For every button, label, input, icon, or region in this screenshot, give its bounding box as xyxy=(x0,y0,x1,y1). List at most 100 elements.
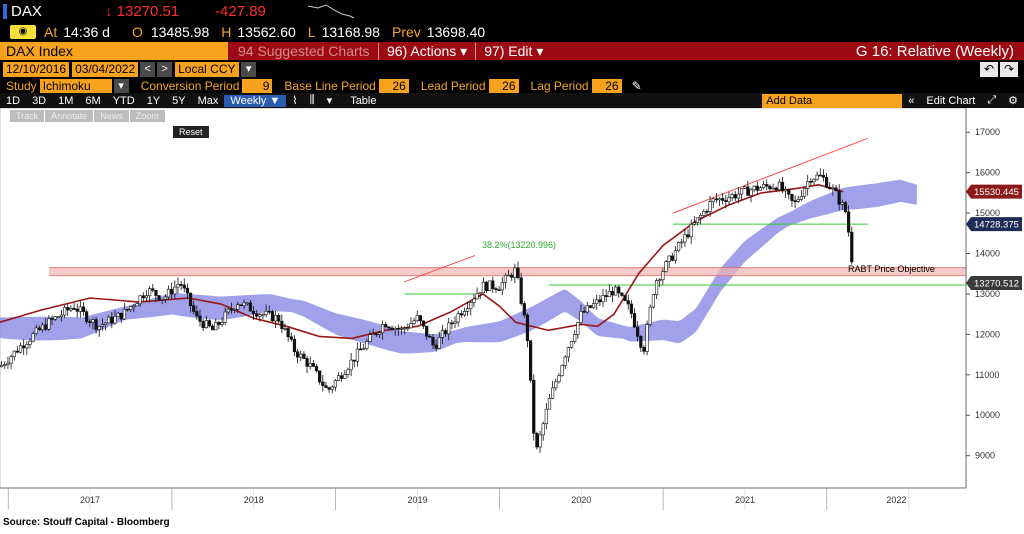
candle-body xyxy=(680,241,684,244)
candle-body xyxy=(639,336,643,348)
candle-body xyxy=(59,314,64,318)
period-ytd[interactable]: YTD xyxy=(112,94,135,107)
candle-body xyxy=(220,322,224,325)
candle-body xyxy=(601,295,605,303)
candle-body xyxy=(777,181,781,191)
frequency-select[interactable]: Weekly ▼ xyxy=(224,94,287,107)
y-tick-label: 16000 xyxy=(975,168,1000,178)
next-range-button[interactable]: > xyxy=(157,61,173,77)
candle-body xyxy=(355,348,360,362)
zoom-tool[interactable]: Zoom xyxy=(129,110,165,122)
candle-body xyxy=(456,313,460,323)
end-date-field[interactable]: 03/04/2022 xyxy=(72,61,139,77)
actions-menu[interactable]: 96) Actions ▾ xyxy=(378,42,475,60)
candle-body xyxy=(752,185,756,191)
edit-menu[interactable]: 97) Edit ▾ xyxy=(475,42,551,60)
news-tool[interactable]: News xyxy=(94,110,129,122)
candle-body xyxy=(831,187,835,190)
candle-body xyxy=(595,299,599,304)
study-bar: Study Ichimoku ▾ Conversion Period 9 Bas… xyxy=(0,78,1024,94)
bar-chart-icon[interactable]: ⫼ xyxy=(309,94,315,106)
annotate-tool[interactable]: Annotate xyxy=(45,110,94,122)
candle-body xyxy=(481,281,485,294)
start-date-field[interactable]: 12/10/2016 xyxy=(3,61,70,77)
candle-body xyxy=(790,193,794,201)
candle-body xyxy=(654,280,659,295)
period-1d[interactable]: 1D xyxy=(6,94,21,107)
settings-icon[interactable]: ⚙ xyxy=(1008,95,1018,107)
candle-body xyxy=(207,320,212,327)
security-title[interactable]: DAX Index xyxy=(0,42,228,60)
candle-body xyxy=(620,292,624,296)
period-6m[interactable]: 6M xyxy=(85,94,101,107)
candle-body xyxy=(302,353,306,359)
reset-button[interactable]: Reset xyxy=(173,126,209,138)
candle-body xyxy=(270,311,275,322)
resize-icon[interactable]: ⤢ xyxy=(987,94,997,106)
y-tick-label: 12000 xyxy=(975,329,1000,339)
time-value: 14:36 d xyxy=(63,24,110,40)
undo-icon[interactable]: ↶ xyxy=(980,61,998,77)
edit-chart-button[interactable]: Edit Chart xyxy=(926,94,976,107)
lag-period-field[interactable]: 26 xyxy=(591,78,622,94)
candle-body xyxy=(774,187,778,191)
candle-body xyxy=(560,365,564,376)
candle-body xyxy=(497,289,501,292)
period-3d[interactable]: 3D xyxy=(32,94,47,107)
candle-body xyxy=(554,381,558,389)
price-tag xyxy=(966,276,1022,291)
candle-body xyxy=(450,322,454,325)
price-chart[interactable]: 9000 10000 11000 12000 13000 14000 15000 16000 1… xyxy=(0,108,1024,518)
candle-body xyxy=(44,324,48,330)
candle-body xyxy=(251,310,256,315)
low-label: L xyxy=(307,24,316,40)
y-tick-label: 15000 xyxy=(975,208,1000,218)
add-data-input[interactable]: Add Data xyxy=(762,93,903,108)
candle-body xyxy=(538,434,542,448)
prev-range-button[interactable]: < xyxy=(140,61,156,77)
period-5y[interactable]: 5Y xyxy=(172,94,186,107)
candle-body xyxy=(122,308,127,320)
line-chart-icon[interactable]: ⌇ xyxy=(292,95,298,107)
conversion-period-field[interactable]: 9 xyxy=(242,78,273,94)
candle-body xyxy=(346,369,350,375)
candle-body xyxy=(755,185,759,191)
period-1y[interactable]: 1Y xyxy=(146,94,161,107)
candle-body xyxy=(532,379,536,434)
candle-body xyxy=(818,174,822,177)
period-max[interactable]: Max xyxy=(197,94,219,107)
redo-icon[interactable]: ↷ xyxy=(1000,61,1018,77)
table-button[interactable]: Table xyxy=(350,94,377,107)
period-1m[interactable]: 1M xyxy=(58,94,74,107)
candle-body xyxy=(469,302,473,309)
candle-body xyxy=(69,308,73,311)
candle-body xyxy=(289,336,293,340)
candle-body xyxy=(160,298,164,301)
candle-body xyxy=(25,344,29,349)
candle-body xyxy=(702,211,706,216)
lead-period-field[interactable]: 26 xyxy=(488,78,519,94)
collapse-icon[interactable]: « xyxy=(908,94,915,107)
candle-body xyxy=(733,194,737,199)
track-tool[interactable]: Track xyxy=(10,110,45,122)
base-period-field[interactable]: 26 xyxy=(378,78,409,94)
pencil-icon[interactable]: ✎ xyxy=(631,79,642,93)
suggested-charts-button[interactable]: 94 Suggested Charts xyxy=(238,43,370,59)
candle-body xyxy=(343,374,347,379)
chart-type-dropdown-icon[interactable]: ▾ xyxy=(326,95,333,107)
menu-bar: DAX Index 94 Suggested Charts 96) Action… xyxy=(0,42,1024,60)
currency-dropdown-icon[interactable]: ▾ xyxy=(241,61,257,77)
ticker-symbol[interactable]: DAX xyxy=(11,2,42,20)
candle-body xyxy=(478,292,482,295)
price-tag-label: 14728.375 xyxy=(974,220,1019,231)
price-tag-label: 15530.445 xyxy=(974,187,1019,198)
candle-body xyxy=(566,347,570,358)
x-tick-label: 2020 xyxy=(571,495,591,505)
open-label: O xyxy=(131,24,143,40)
study-dropdown-icon[interactable]: ▾ xyxy=(113,78,129,94)
chart-toolbar: 1D 3D 1M 6M YTD 1Y 5Y Max Weekly ▼ ⌇ ⫼ ▾… xyxy=(0,93,1024,108)
candle-body xyxy=(425,325,429,337)
study-select[interactable]: Ichimoku xyxy=(39,78,112,94)
currency-select[interactable]: Local CCY xyxy=(175,61,240,77)
candle-body xyxy=(255,313,259,317)
